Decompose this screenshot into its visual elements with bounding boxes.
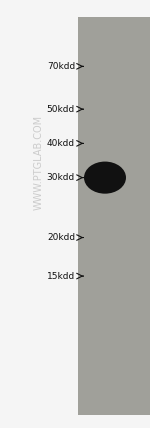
Bar — [78, 0, 150, 17]
Text: 20kdd: 20kdd — [47, 233, 75, 242]
Ellipse shape — [90, 166, 120, 189]
Text: 15kdd: 15kdd — [47, 271, 75, 281]
Text: 50kdd: 50kdd — [47, 104, 75, 114]
Text: 30kdd: 30kdd — [47, 173, 75, 182]
Bar — [78, 17, 150, 415]
Ellipse shape — [84, 161, 126, 194]
Text: 70kdd: 70kdd — [47, 62, 75, 71]
Text: WWW.PTGLAB.COM: WWW.PTGLAB.COM — [34, 115, 44, 210]
Text: 40kdd: 40kdd — [47, 139, 75, 148]
Ellipse shape — [87, 164, 123, 191]
